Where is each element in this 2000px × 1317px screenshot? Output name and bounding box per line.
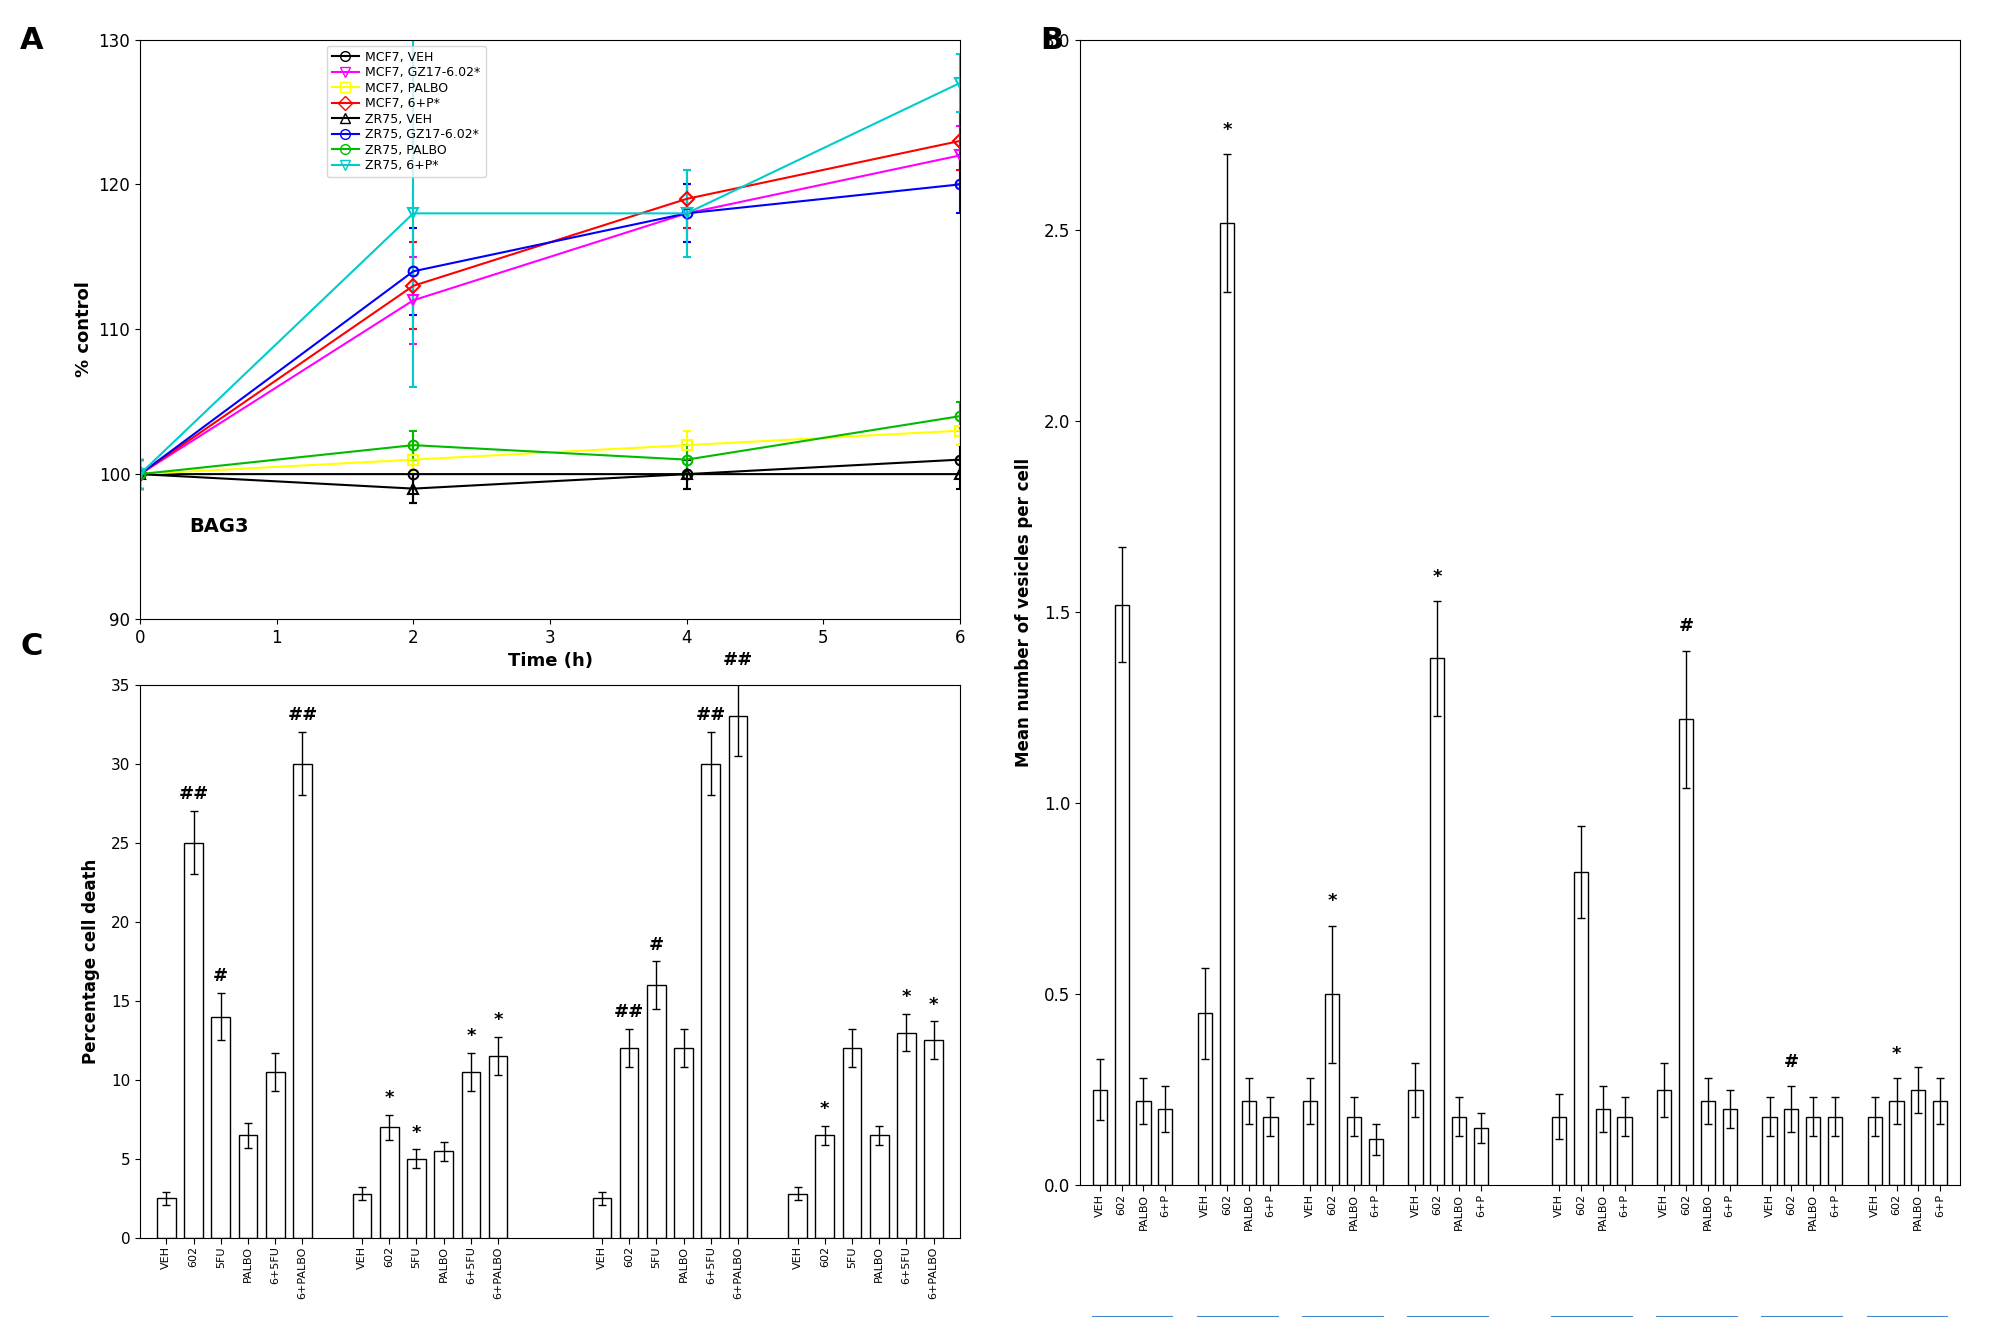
Bar — [1618, 1117, 1632, 1185]
Text: *: * — [902, 988, 912, 1006]
Bar — [1912, 1090, 1926, 1185]
Text: #: # — [1678, 618, 1694, 635]
Bar — [1092, 1090, 1106, 1185]
Bar — [728, 716, 748, 1238]
Bar — [212, 1017, 230, 1238]
Bar — [1722, 1109, 1736, 1185]
Bar — [1828, 1117, 1842, 1185]
Bar — [1700, 1101, 1714, 1185]
Bar — [1574, 872, 1588, 1185]
Bar — [1596, 1109, 1610, 1185]
Text: *: * — [412, 1123, 422, 1142]
Bar — [1552, 1117, 1566, 1185]
Bar — [1242, 1101, 1256, 1185]
Bar — [238, 1135, 258, 1238]
Bar — [266, 1072, 284, 1238]
Bar — [184, 843, 202, 1238]
Text: *: * — [1328, 893, 1336, 910]
Bar — [352, 1193, 372, 1238]
Bar — [1784, 1109, 1798, 1185]
Bar — [462, 1072, 480, 1238]
Bar — [842, 1048, 862, 1238]
Text: ##: ## — [288, 706, 318, 724]
Text: ##: ## — [178, 785, 208, 803]
Y-axis label: Percentage cell death: Percentage cell death — [82, 859, 100, 1064]
Text: #: # — [214, 967, 228, 985]
Legend: MCF7, VEH, MCF7, GZ17-6.02*, MCF7, PALBO, MCF7, 6+P*, ZR75, VEH, ZR75, GZ17-6.02: MCF7, VEH, MCF7, GZ17-6.02*, MCF7, PALBO… — [326, 46, 486, 178]
Bar — [592, 1198, 612, 1238]
Bar — [1198, 1014, 1212, 1185]
Bar — [1474, 1127, 1488, 1185]
Bar — [1158, 1109, 1172, 1185]
Bar — [1890, 1101, 1904, 1185]
Bar — [702, 764, 720, 1238]
Text: ##: ## — [614, 1004, 644, 1022]
Text: #: # — [1784, 1052, 1798, 1071]
Text: *: * — [384, 1089, 394, 1106]
Bar — [1326, 994, 1340, 1185]
Bar — [1220, 223, 1234, 1185]
Bar — [788, 1193, 806, 1238]
Bar — [1408, 1090, 1422, 1185]
Text: *: * — [820, 1100, 830, 1118]
Bar — [1762, 1117, 1776, 1185]
Bar — [158, 1198, 176, 1238]
Y-axis label: Mean number of vesicles per cell: Mean number of vesicles per cell — [1014, 458, 1032, 766]
Bar — [408, 1159, 426, 1238]
Text: *: * — [1892, 1046, 1902, 1063]
Bar — [1868, 1117, 1882, 1185]
Bar — [620, 1048, 638, 1238]
Bar — [924, 1040, 942, 1238]
Text: #: # — [648, 935, 664, 954]
Text: BAG3: BAG3 — [190, 518, 248, 536]
Bar — [380, 1127, 398, 1238]
Bar — [1264, 1117, 1278, 1185]
Bar — [1658, 1090, 1672, 1185]
Bar — [674, 1048, 692, 1238]
Bar — [1452, 1117, 1466, 1185]
Bar — [1430, 658, 1444, 1185]
Text: A: A — [20, 26, 44, 55]
Text: *: * — [494, 1011, 502, 1030]
Bar — [816, 1135, 834, 1238]
Text: ##: ## — [722, 651, 754, 669]
Text: *: * — [1432, 568, 1442, 586]
Text: *: * — [928, 996, 938, 1014]
Text: ##: ## — [696, 706, 726, 724]
Bar — [488, 1056, 508, 1238]
Bar — [870, 1135, 888, 1238]
Bar — [646, 985, 666, 1238]
Bar — [1680, 719, 1694, 1185]
Bar — [1934, 1101, 1948, 1185]
Text: *: * — [466, 1027, 476, 1046]
Bar — [434, 1151, 454, 1238]
Bar — [1346, 1117, 1360, 1185]
Bar — [1806, 1117, 1820, 1185]
Bar — [898, 1033, 916, 1238]
Text: *: * — [1222, 121, 1232, 138]
Bar — [1368, 1139, 1382, 1185]
X-axis label: Time (h): Time (h) — [508, 652, 592, 670]
Y-axis label: % control: % control — [74, 282, 92, 377]
Text: B: B — [1040, 26, 1064, 55]
Bar — [294, 764, 312, 1238]
Text: C: C — [20, 632, 42, 661]
Bar — [1114, 605, 1128, 1185]
Bar — [1136, 1101, 1150, 1185]
Bar — [1304, 1101, 1318, 1185]
